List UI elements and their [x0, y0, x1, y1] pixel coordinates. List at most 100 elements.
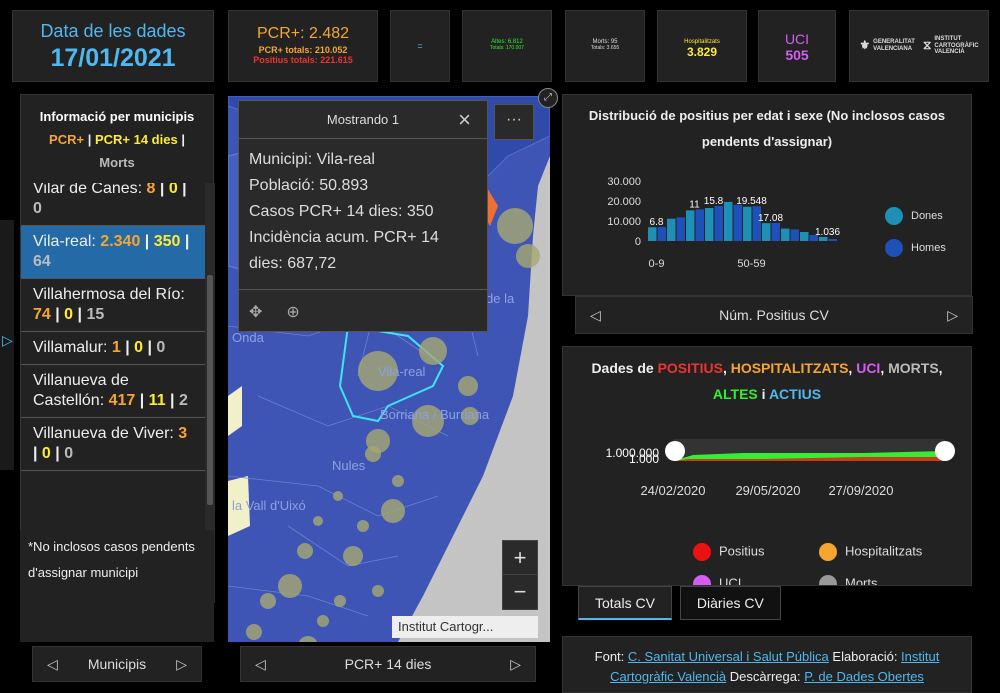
bar	[724, 201, 733, 241]
link-icv[interactable]: Institut Cartogràfic Valencià	[610, 649, 940, 684]
distribution-chart[interactable]: 0 10.000 20.000 30.000 0-9 50-59 6.8 11 15.8 19.5…	[563, 173, 971, 293]
municipis-subtitle: PCR+ | PCR+ 14 dies |	[49, 132, 185, 147]
map-label-onda: Onda	[232, 330, 265, 345]
range-handle-end	[935, 441, 955, 461]
bar	[676, 217, 685, 241]
link-sanitat[interactable]: C. Sanitat Universal i Salut Pública	[627, 649, 829, 664]
next-arrow-icon[interactable]: ▷	[947, 306, 958, 323]
close-icon[interactable]: ×	[458, 107, 471, 132]
data-label: 11	[689, 199, 700, 210]
separator: |	[155, 183, 169, 197]
separator: |	[50, 445, 65, 462]
municipis-subtitle-morts: Morts	[99, 155, 135, 170]
list-item[interactable]: Villanueva de Viver: 3 | 0 | 0	[21, 418, 205, 471]
bar	[800, 232, 809, 241]
side-expand-tab[interactable]: ▷	[0, 220, 14, 470]
gva-emblem-icon: ⚜	[859, 38, 871, 53]
date-card: Data de les dades 17/01/2021	[12, 10, 214, 82]
separator: |	[120, 339, 135, 356]
pcr14-value: 0	[41, 445, 51, 462]
pcr14-value: 0	[134, 339, 144, 356]
separator: |	[73, 306, 87, 323]
altes-card: Altes: 6.812 Totals: 170.007	[462, 10, 552, 82]
municipi-name: Villahermosa del Río:	[33, 286, 185, 303]
tab-diaries-cv[interactable]: Diàries CV	[679, 586, 781, 620]
morts-value: 15	[86, 306, 105, 323]
separator: |	[180, 233, 190, 250]
popup-line-municipi: Municipi: Vila-real	[249, 151, 375, 168]
pcr14-value: 0	[64, 306, 74, 323]
icv-emblem-icon: ⧖	[922, 38, 932, 53]
hosp-label: Hospitalitzats	[684, 39, 720, 45]
separator: |	[177, 183, 187, 197]
popup-line-poblacio: Població: 50.893	[249, 177, 369, 194]
uci-card: UCI 505	[758, 10, 836, 82]
distribution-title: Distribució de positius per edat i sexe …	[588, 108, 946, 149]
municipis-scrollbar[interactable]	[205, 183, 215, 603]
prev-arrow-icon[interactable]: ◁	[47, 655, 58, 672]
map-nav-label: PCR+ 14 dies	[344, 656, 432, 672]
zoom-out-button[interactable]: −	[502, 574, 538, 610]
morts-totals: Totals: 3.655	[590, 45, 620, 51]
morts-main: Morts: 95	[592, 39, 618, 45]
municipis-list[interactable]: Vilar de Canes: 8 | 0 | 0 Vila-real: 2.34…	[21, 183, 205, 623]
next-arrow-icon[interactable]: ▷	[176, 655, 187, 672]
legend-homes: Homes	[885, 239, 946, 257]
gva-logo: ⚜ GENERALITAT VALENCIANA	[859, 38, 915, 53]
municipi-name: Vila-real:	[33, 233, 101, 250]
zoom-in-button[interactable]: +	[502, 540, 538, 576]
pcr-value: 74	[33, 306, 51, 323]
scroll-thumb[interactable]	[207, 275, 213, 505]
list-item[interactable]: Villamalur: 1 | 0 | 0	[21, 332, 205, 365]
bar	[743, 206, 752, 241]
pcr14-value: 350	[153, 233, 181, 250]
equals-symbol: =	[417, 41, 423, 51]
distribution-panel: Distribució de positius per edat i sexe …	[562, 94, 972, 296]
morts-value: 0	[156, 339, 166, 356]
pcr-value: 3	[178, 425, 188, 442]
link-dades-obertes[interactable]: P. de Dades Obertes	[804, 669, 924, 684]
tab-totals-cv[interactable]: Totals CV	[578, 586, 672, 620]
pcr-value: 2.340	[100, 233, 141, 250]
y-tick-label: 1.000.000	[606, 446, 660, 460]
legend-uci: UCI	[693, 575, 741, 585]
morts-value: 64	[33, 253, 51, 270]
list-item[interactable]: Vila-real: 2.340 | 350 | 64	[21, 226, 205, 279]
morts-value: 0	[33, 200, 42, 217]
expand-icon[interactable]: ⤢	[538, 88, 558, 108]
date-value: 17/01/2021	[50, 44, 176, 72]
legend-positius: Positius	[693, 543, 765, 561]
pcr-value: 1	[111, 339, 121, 356]
x-tick-label: 24/02/2020	[640, 483, 705, 498]
list-item[interactable]: Villanueva de Castellón: 417 | 11 | 2	[21, 365, 205, 418]
more-options-button[interactable]: ···	[494, 104, 534, 140]
bar	[695, 209, 704, 241]
y-tick-label: 10.000	[607, 216, 641, 228]
cases-tabs: Totals CV Diàries CV	[578, 586, 781, 620]
list-item[interactable]: Villahermosa del Río: 74 | 0 | 15	[21, 279, 205, 332]
altes-main: Altes: 6.812	[491, 39, 523, 45]
separator: |	[140, 233, 154, 250]
cases-title: Dades de POSITIUS, HOSPITALITZATS, UCI, …	[591, 360, 943, 402]
legend-dones: Dones	[885, 207, 943, 225]
popup-line-casos: Casos PCR+ 14 dies: 350	[249, 203, 434, 220]
prev-arrow-icon[interactable]: ◁	[590, 306, 601, 323]
list-item[interactable]: Vilar de Canes: 8 | 0 | 0	[21, 183, 205, 226]
pcr-totals: PCR+ totals: 210.052	[258, 45, 348, 55]
next-arrow-icon[interactable]: ▷	[510, 655, 521, 672]
map-nav: ◁ PCR+ 14 dies ▷	[240, 646, 536, 682]
y-tick-label: 0	[635, 236, 641, 248]
x-tick-label: 50-59	[737, 258, 765, 270]
legend-morts: Morts	[819, 575, 878, 585]
bar	[809, 235, 818, 241]
cases-panel: Dades de POSITIUS, HOSPITALITZATS, UCI, …	[562, 346, 972, 586]
zoom-to-icon[interactable]: ⊕	[286, 303, 300, 321]
municipis-panel: Informació per municipis PCR+ | PCR+ 14 …	[20, 94, 215, 642]
separator: |	[143, 339, 157, 356]
prev-arrow-icon[interactable]: ◁	[255, 655, 266, 672]
bar	[733, 204, 742, 241]
move-icon[interactable]: ✥	[249, 303, 263, 321]
separator: |	[33, 445, 42, 462]
popup-body: Municipi: Vila-real Població: 50.893 Cas…	[239, 139, 487, 285]
